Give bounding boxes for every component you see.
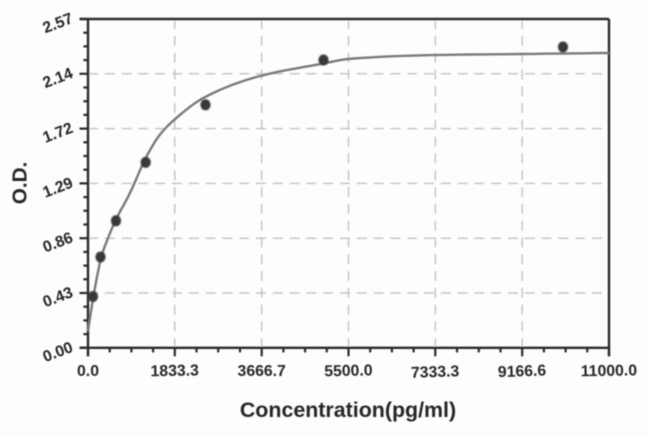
svg-text:Concentration(pg/ml): Concentration(pg/ml): [240, 398, 456, 422]
svg-text:3666.7: 3666.7: [238, 363, 287, 380]
svg-text:5500.0: 5500.0: [324, 362, 373, 380]
svg-text:O.D.: O.D.: [9, 162, 32, 205]
svg-text:7333.3: 7333.3: [411, 363, 460, 382]
svg-text:9166.6: 9166.6: [498, 362, 547, 381]
svg-text:0.0: 0.0: [77, 363, 99, 380]
svg-text:1833.3: 1833.3: [150, 362, 199, 380]
svg-text:11000.0: 11000.0: [581, 362, 638, 380]
